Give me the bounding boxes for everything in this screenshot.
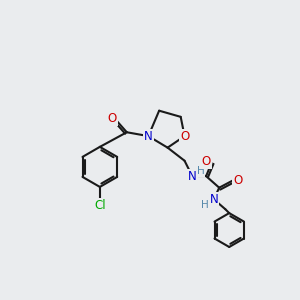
Text: O: O <box>107 112 117 125</box>
Text: O: O <box>180 130 189 142</box>
Text: Cl: Cl <box>94 199 106 212</box>
Text: O: O <box>202 155 211 168</box>
Text: H: H <box>197 166 205 176</box>
Text: N: N <box>209 193 218 206</box>
Text: N: N <box>188 169 197 183</box>
Text: H: H <box>202 200 209 210</box>
Text: N: N <box>144 130 153 142</box>
Text: O: O <box>233 174 242 187</box>
